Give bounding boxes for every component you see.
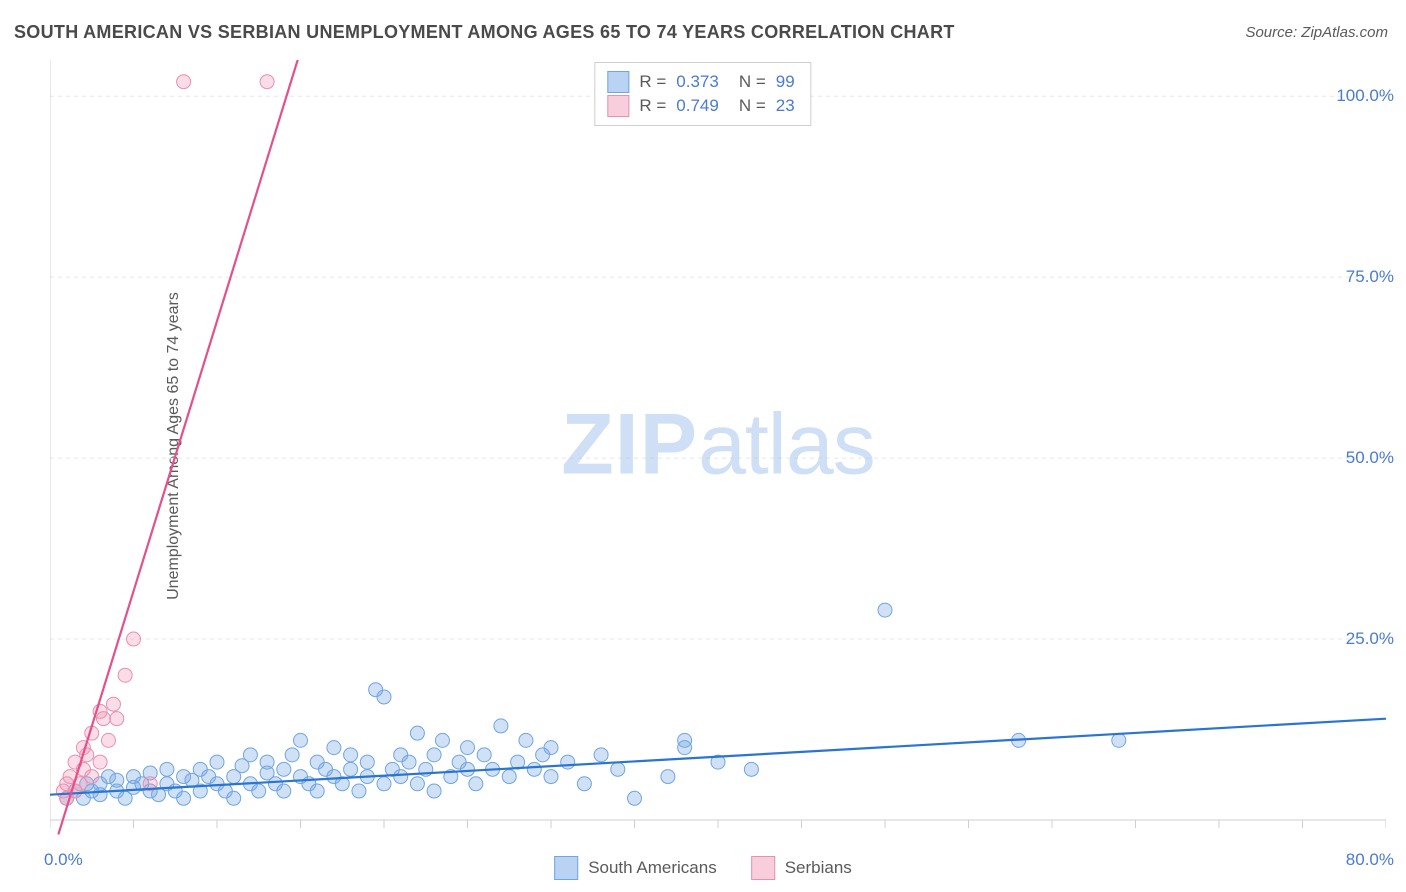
legend-item-blue: South Americans (554, 856, 717, 880)
n-label: N = (739, 96, 766, 116)
x-tick-min: 0.0% (44, 850, 83, 870)
stats-row-blue: R = 0.373 N = 99 (607, 71, 794, 93)
stats-row-pink: R = 0.749 N = 23 (607, 95, 794, 117)
n-value-blue: 99 (776, 72, 795, 92)
correlation-stats-box: R = 0.373 N = 99 R = 0.749 N = 23 (594, 62, 811, 126)
swatch-pink-icon (607, 95, 629, 117)
y-tick-label: 50.0% (1346, 448, 1394, 468)
swatch-blue-icon (554, 856, 578, 880)
x-tick-max: 80.0% (1346, 850, 1394, 870)
y-tick-label: 100.0% (1336, 86, 1394, 106)
r-label: R = (639, 96, 666, 116)
swatch-blue-icon (607, 71, 629, 93)
bottom-legend: South Americans Serbians (554, 856, 852, 880)
legend-item-pink: Serbians (751, 856, 852, 880)
n-label: N = (739, 72, 766, 92)
source-attribution: Source: ZipAtlas.com (1245, 24, 1388, 41)
y-tick-label: 25.0% (1346, 629, 1394, 649)
chart-title: SOUTH AMERICAN VS SERBIAN UNEMPLOYMENT A… (14, 22, 955, 43)
r-label: R = (639, 72, 666, 92)
scatter-plot-svg (50, 60, 1386, 850)
r-value-blue: 0.373 (676, 72, 719, 92)
legend-label-pink: Serbians (785, 858, 852, 878)
plot-area: ZIPatlas (50, 60, 1386, 850)
legend-label-blue: South Americans (588, 858, 717, 878)
y-tick-label: 75.0% (1346, 267, 1394, 287)
swatch-pink-icon (751, 856, 775, 880)
n-value-pink: 23 (776, 96, 795, 116)
r-value-pink: 0.749 (676, 96, 719, 116)
